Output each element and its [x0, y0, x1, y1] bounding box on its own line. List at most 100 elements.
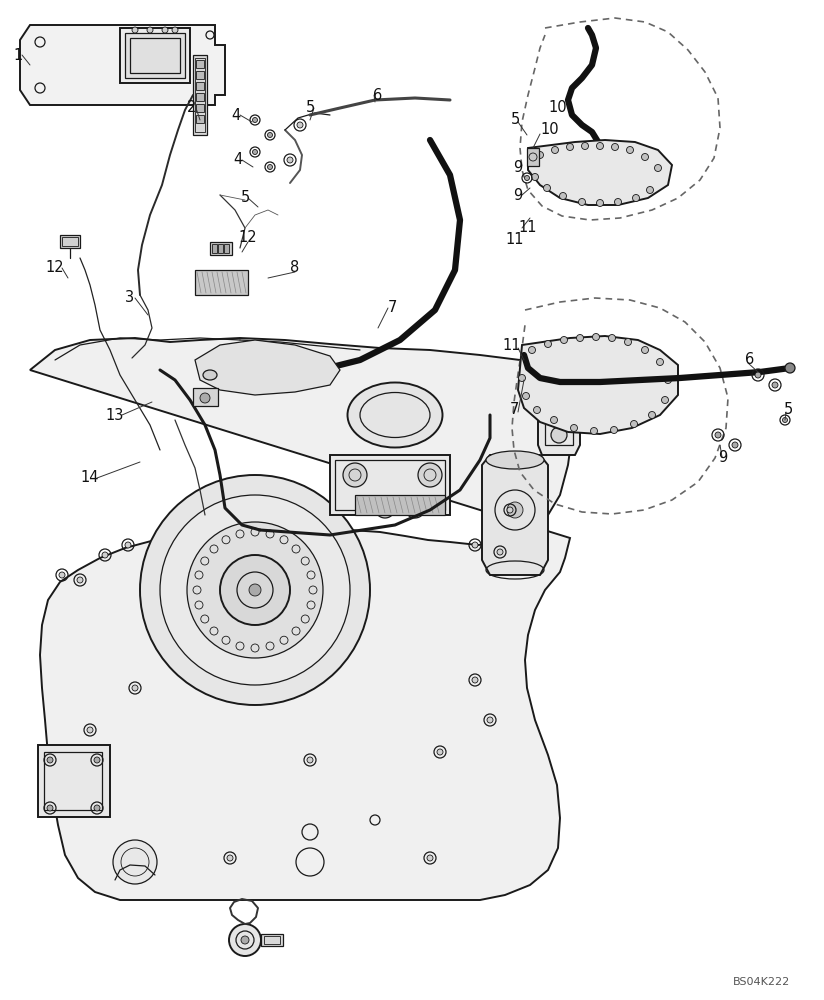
- Circle shape: [140, 475, 370, 705]
- Circle shape: [522, 392, 530, 399]
- Circle shape: [147, 27, 153, 33]
- Circle shape: [59, 572, 65, 578]
- Text: 4: 4: [233, 152, 242, 167]
- Bar: [196, 115, 204, 123]
- Bar: [125, 33, 185, 78]
- Bar: [330, 455, 450, 515]
- Circle shape: [162, 27, 168, 33]
- Circle shape: [47, 805, 53, 811]
- Circle shape: [626, 146, 634, 153]
- Bar: [193, 55, 207, 135]
- Text: BS04K222: BS04K222: [733, 977, 790, 987]
- Text: 7: 7: [387, 300, 396, 316]
- Circle shape: [642, 347, 648, 354]
- Circle shape: [227, 855, 233, 861]
- Circle shape: [625, 338, 631, 346]
- Circle shape: [591, 428, 597, 434]
- Polygon shape: [20, 25, 225, 105]
- Circle shape: [577, 334, 583, 342]
- Text: 6: 6: [746, 353, 755, 367]
- Ellipse shape: [486, 451, 544, 469]
- Circle shape: [662, 396, 668, 403]
- Text: 9: 9: [718, 450, 728, 464]
- Circle shape: [715, 432, 721, 438]
- Text: 2: 2: [187, 101, 197, 115]
- Text: 12: 12: [45, 260, 64, 275]
- Bar: [264, 936, 280, 944]
- Ellipse shape: [203, 370, 217, 380]
- Circle shape: [268, 164, 273, 169]
- Circle shape: [566, 143, 574, 150]
- Circle shape: [654, 164, 662, 172]
- Circle shape: [241, 936, 249, 944]
- Circle shape: [783, 418, 788, 422]
- Circle shape: [405, 498, 425, 518]
- Circle shape: [608, 334, 616, 342]
- Circle shape: [785, 363, 795, 373]
- Bar: [196, 71, 204, 79]
- Bar: [193, 388, 218, 406]
- Circle shape: [551, 427, 567, 443]
- Circle shape: [615, 198, 621, 206]
- Circle shape: [647, 186, 653, 194]
- Circle shape: [132, 27, 138, 33]
- Bar: [195, 58, 205, 132]
- Polygon shape: [528, 140, 672, 205]
- Circle shape: [287, 157, 293, 163]
- Bar: [218, 244, 223, 253]
- Circle shape: [560, 336, 568, 344]
- Bar: [545, 390, 573, 445]
- Circle shape: [268, 132, 273, 137]
- Bar: [196, 104, 204, 112]
- Circle shape: [528, 347, 536, 354]
- Circle shape: [611, 143, 619, 150]
- Circle shape: [472, 677, 478, 683]
- Circle shape: [497, 549, 503, 555]
- Circle shape: [125, 542, 131, 548]
- Circle shape: [160, 495, 350, 685]
- Circle shape: [113, 840, 157, 884]
- Bar: [196, 60, 204, 68]
- Bar: [212, 244, 217, 253]
- Bar: [60, 235, 80, 248]
- Circle shape: [418, 463, 442, 487]
- Circle shape: [518, 374, 526, 381]
- Circle shape: [132, 685, 138, 691]
- Polygon shape: [538, 380, 580, 455]
- Text: 12: 12: [239, 231, 257, 245]
- Circle shape: [487, 717, 493, 723]
- Text: 7: 7: [509, 402, 518, 418]
- Circle shape: [642, 153, 648, 160]
- Circle shape: [229, 924, 261, 956]
- Circle shape: [592, 334, 600, 340]
- Text: 11: 11: [503, 338, 522, 353]
- Circle shape: [102, 552, 108, 558]
- Text: 9: 9: [513, 160, 522, 176]
- Circle shape: [507, 502, 523, 518]
- Text: 5: 5: [241, 190, 250, 206]
- Circle shape: [249, 584, 261, 596]
- Text: 1: 1: [13, 47, 22, 62]
- Bar: [62, 237, 78, 246]
- Circle shape: [94, 757, 100, 763]
- Circle shape: [533, 406, 541, 414]
- Text: 10: 10: [548, 101, 567, 115]
- Polygon shape: [195, 340, 340, 395]
- Circle shape: [551, 146, 559, 153]
- Circle shape: [597, 142, 603, 149]
- Text: 9: 9: [513, 188, 522, 202]
- Circle shape: [536, 151, 544, 158]
- Bar: [527, 148, 539, 166]
- Bar: [224, 244, 229, 253]
- Bar: [335, 460, 445, 510]
- Circle shape: [772, 382, 778, 388]
- Bar: [210, 242, 232, 255]
- Circle shape: [582, 142, 588, 149]
- Circle shape: [551, 397, 567, 413]
- Circle shape: [252, 117, 257, 122]
- Circle shape: [200, 393, 210, 403]
- Text: 5: 5: [784, 402, 793, 418]
- Text: 13: 13: [105, 408, 124, 422]
- Bar: [196, 93, 204, 101]
- Text: 14: 14: [81, 471, 99, 486]
